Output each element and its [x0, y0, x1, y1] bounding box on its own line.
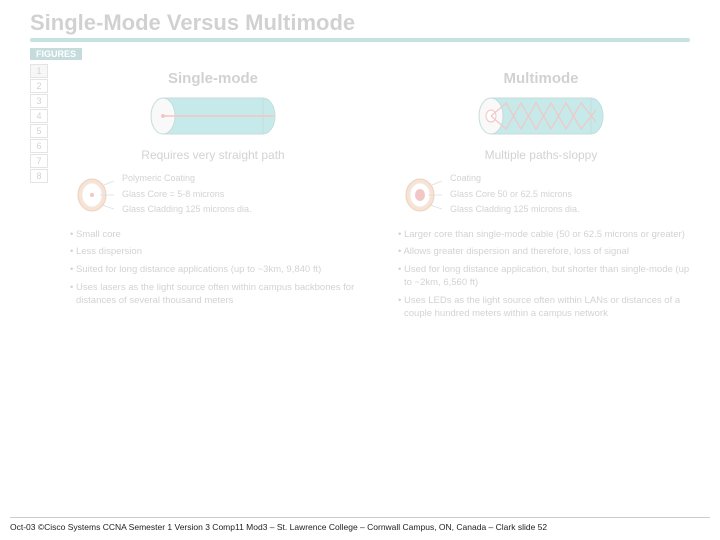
figure-nav-8[interactable]: 8	[30, 169, 48, 183]
single-mode-fiber-diagram	[64, 95, 362, 142]
single-mode-cross-svg	[74, 175, 114, 215]
multimode-fiber-svg	[476, 95, 606, 137]
sm-bullet-1: Small core	[70, 229, 362, 242]
figure-nav-4[interactable]: 4	[30, 109, 48, 123]
single-mode-bullets: Small core Less dispersion Suited for lo…	[64, 229, 362, 308]
slide-footer: Oct-03 ©Cisco Systems CCNA Semester 1 Ve…	[10, 517, 710, 532]
single-mode-cs-labels: Polymeric Coating Glass Core = 5-8 micro…	[122, 172, 252, 219]
mm-bullet-2: Allows greater dispersion and therefore,…	[398, 246, 690, 259]
multimode-cross-svg	[402, 175, 442, 215]
figure-nav-5[interactable]: 5	[30, 124, 48, 138]
multimode-column: Multimode Multiple paths-sloppy	[392, 70, 690, 325]
single-mode-header: Single-mode	[64, 70, 362, 87]
mm-label-core: Glass Core 50 or 62.5 microns	[450, 188, 580, 202]
mm-label-coating: Coating	[450, 172, 580, 186]
multimode-fiber-diagram	[392, 95, 690, 142]
multimode-header: Multimode	[392, 70, 690, 87]
figure-nav-1[interactable]: 1	[30, 64, 48, 78]
multimode-cs-labels: Coating Glass Core 50 or 62.5 microns Gl…	[450, 172, 580, 219]
single-mode-caption: Requires very straight path	[64, 148, 362, 162]
slide-body: Single-Mode Versus Multimode FIGURES 1 2…	[0, 0, 720, 325]
sm-bullet-4: Uses lasers as the light source often wi…	[70, 282, 362, 308]
mm-bullet-4: Uses LEDs as the light source often with…	[398, 295, 690, 321]
figures-label: FIGURES	[30, 48, 82, 60]
multimode-bullets: Larger core than single-mode cable (50 o…	[392, 229, 690, 321]
figure-nav-7[interactable]: 7	[30, 154, 48, 168]
slide-title: Single-Mode Versus Multimode	[30, 10, 690, 36]
multimode-cross-section: Coating Glass Core 50 or 62.5 microns Gl…	[402, 172, 690, 219]
main-row: 1 2 3 4 5 6 7 8 Single-mode	[30, 64, 690, 325]
sm-label-cladding: Glass Cladding 125 microns dia.	[122, 203, 252, 217]
title-rule	[30, 38, 690, 42]
mm-bullet-1: Larger core than single-mode cable (50 o…	[398, 229, 690, 242]
single-mode-cross-section: Polymeric Coating Glass Core = 5-8 micro…	[74, 172, 362, 219]
figure-nav: 1 2 3 4 5 6 7 8	[30, 64, 48, 325]
sm-bullet-3: Suited for long distance applications (u…	[70, 264, 362, 277]
sm-label-core: Glass Core = 5-8 microns	[122, 188, 252, 202]
single-mode-column: Single-mode Requires very straight path	[64, 70, 362, 325]
sm-bullet-2: Less dispersion	[70, 246, 362, 259]
multimode-caption: Multiple paths-sloppy	[392, 148, 690, 162]
single-mode-fiber-svg	[148, 95, 278, 137]
mm-label-cladding: Glass Cladding 125 microns dia.	[450, 203, 580, 217]
comparison-columns: Single-mode Requires very straight path	[64, 64, 690, 325]
figure-nav-6[interactable]: 6	[30, 139, 48, 153]
sm-label-coating: Polymeric Coating	[122, 172, 252, 186]
figure-nav-3[interactable]: 3	[30, 94, 48, 108]
figure-nav-2[interactable]: 2	[30, 79, 48, 93]
mm-bullet-3: Used for long distance application, but …	[398, 264, 690, 290]
